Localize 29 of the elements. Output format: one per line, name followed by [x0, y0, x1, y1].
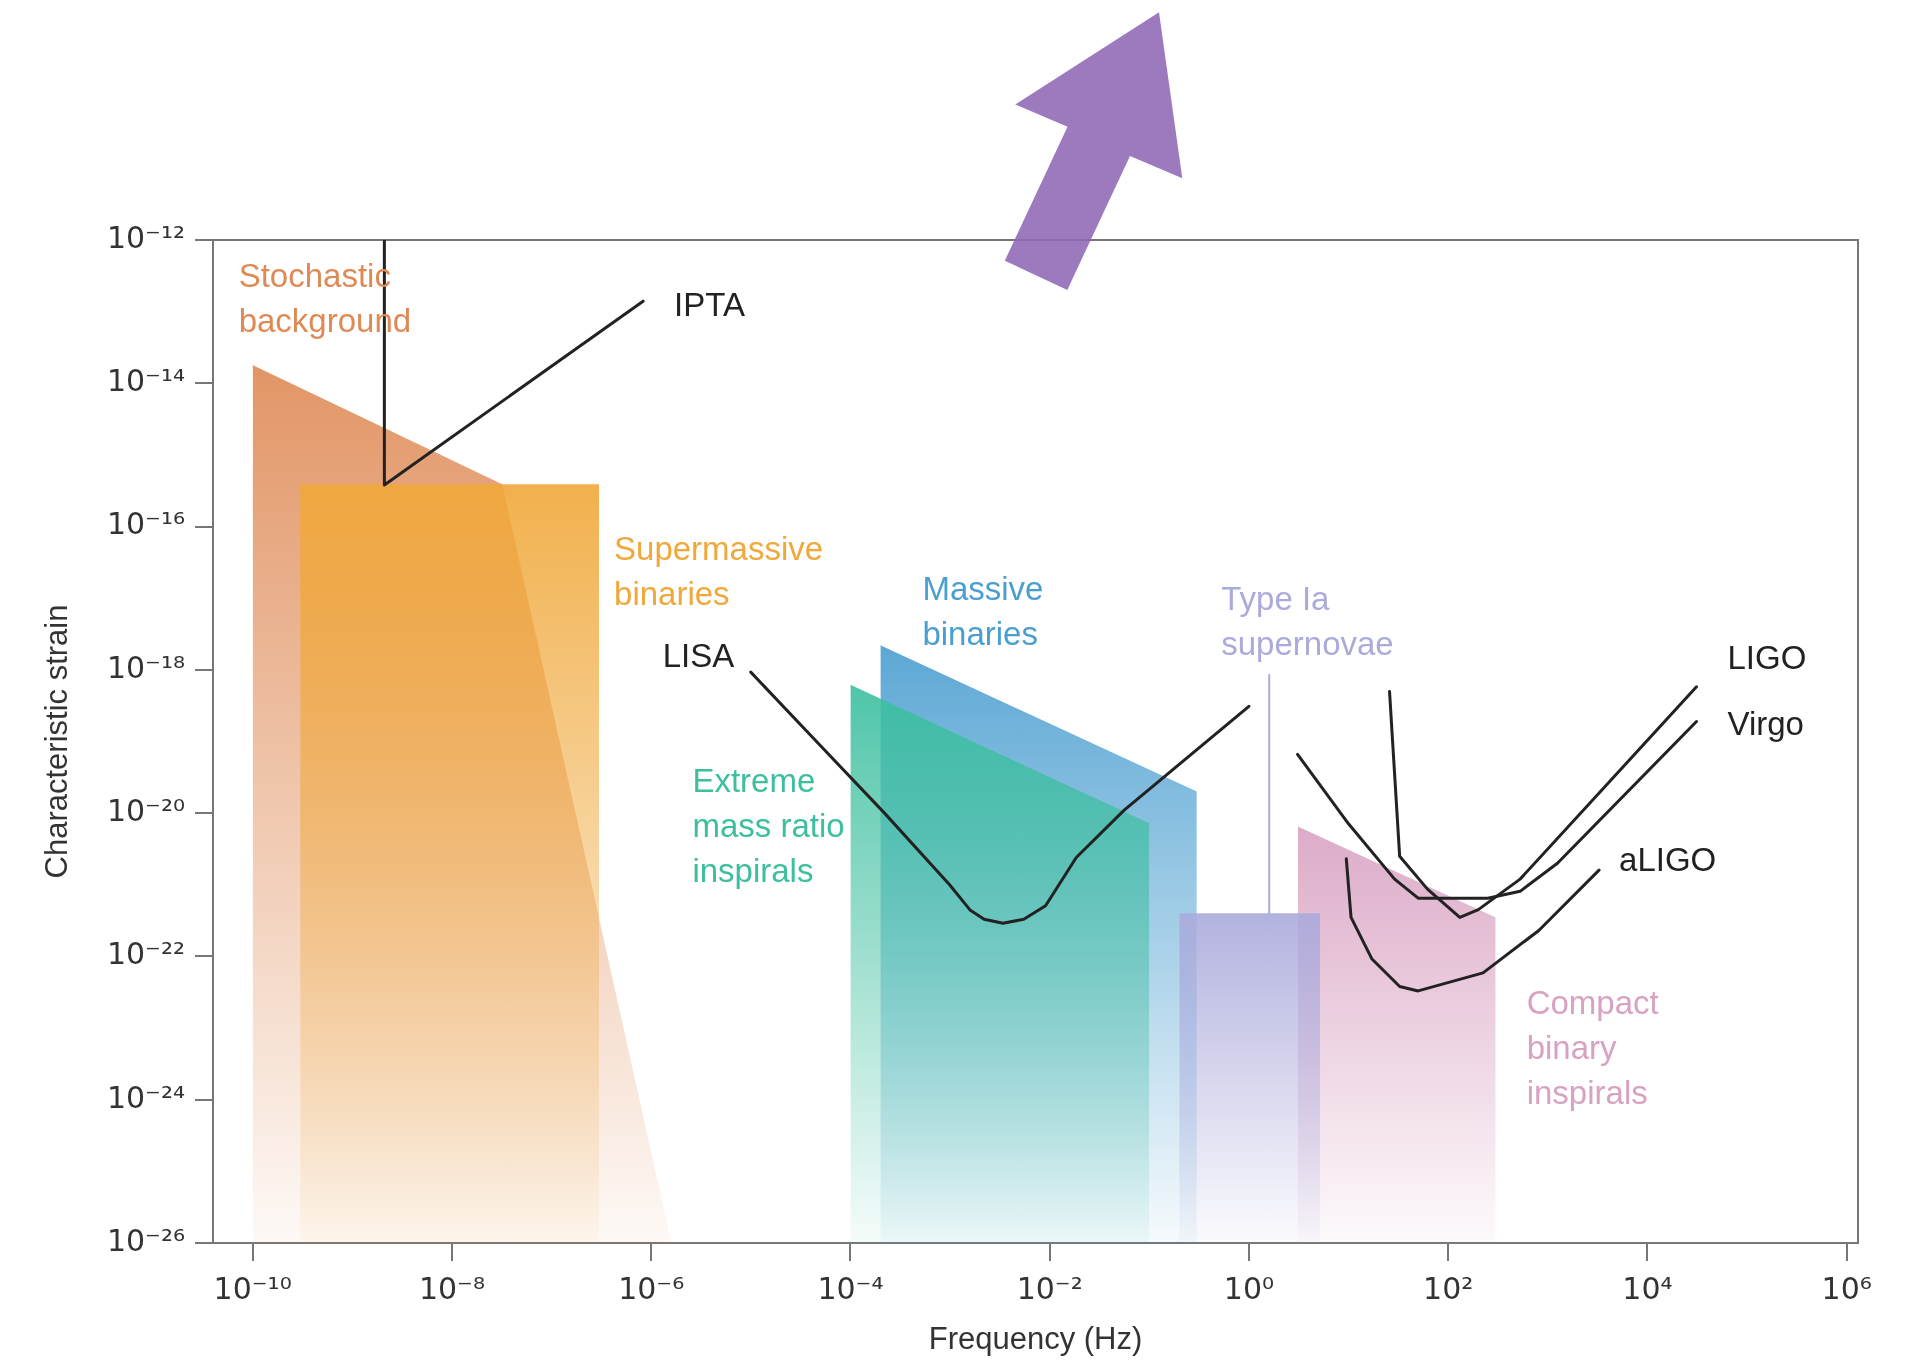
y-tick-label: 10⁻²²: [106, 936, 185, 972]
y-tick-label: 10⁻¹⁸: [106, 649, 185, 685]
x-tick-label: 10⁻⁴: [817, 1270, 884, 1306]
y-tick-label: 10⁻²⁰: [106, 792, 185, 828]
x-tick-label: 10⁶: [1821, 1270, 1872, 1306]
x-tick-label: 10⁻²: [1016, 1270, 1083, 1306]
x-tick-label: 10⁰: [1223, 1270, 1274, 1306]
series-label: LIGO: [1727, 638, 1807, 676]
x-tick-label: 10²: [1423, 1270, 1474, 1306]
series-label: Compact binary inspirals: [1526, 983, 1659, 1111]
x-tick-label: 10⁻⁸: [418, 1270, 485, 1306]
series-label: Supermassive binaries: [614, 530, 824, 613]
y-tick-label: 10⁻²⁶: [106, 1222, 185, 1258]
x-tick-label: 10⁴: [1622, 1270, 1673, 1306]
series-label: LISA: [662, 637, 735, 675]
series-label: Virgo: [1727, 704, 1804, 742]
x-axis-title: Frequency (Hz): [928, 1320, 1143, 1356]
x-tick-label: 10⁻¹⁰: [213, 1270, 292, 1306]
series-label: Type Ia supernovae: [1221, 580, 1394, 663]
series-label: IPTA: [674, 286, 745, 324]
x-tick-label: 10⁻⁶: [618, 1270, 685, 1306]
y-tick-label: 10⁻¹²: [106, 219, 185, 255]
series-label: Massive binaries: [922, 570, 1044, 653]
series-label: Extreme mass ratio inspirals: [692, 761, 845, 889]
y-tick-label: 10⁻¹⁶: [106, 506, 185, 542]
y-axis-title: Characteristic strain: [39, 604, 75, 879]
y-tick-label: 10⁻¹⁴: [106, 363, 185, 399]
y-tick-label: 10⁻²⁴: [106, 1079, 185, 1115]
series-label: aLIGO: [1619, 841, 1717, 879]
